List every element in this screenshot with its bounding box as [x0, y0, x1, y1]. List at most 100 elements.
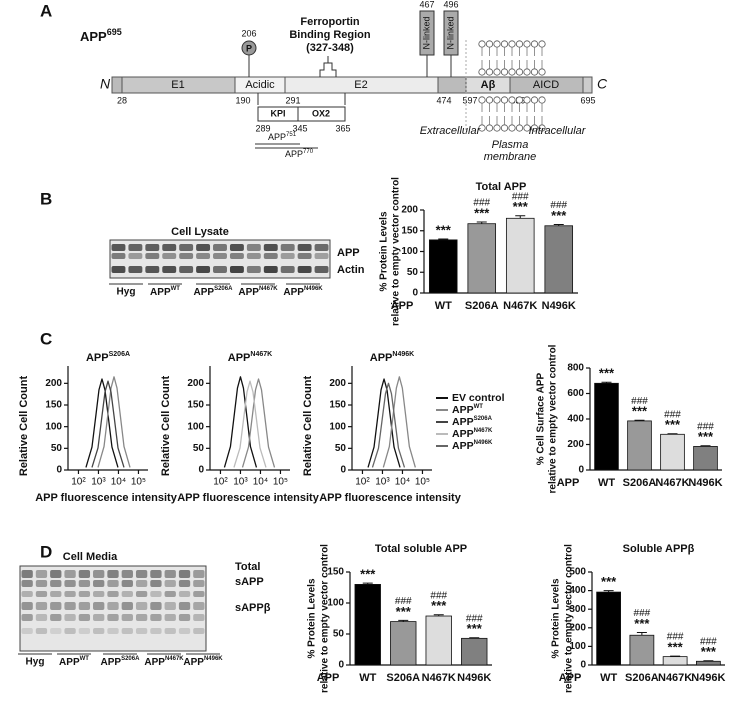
x-tick-label: S206A [625, 672, 659, 684]
error-bar [433, 614, 444, 617]
residue: 291 [285, 95, 300, 105]
insert-label: KPI [270, 108, 285, 118]
y-axis-label: Relative Cell Count [18, 376, 30, 477]
lane-label: Hyg [117, 287, 136, 298]
text: WT [474, 404, 484, 410]
membrane-side: Intracellular [529, 125, 587, 137]
bar [390, 621, 417, 666]
band [196, 244, 211, 251]
histogram-curve [233, 380, 267, 468]
y-tick-label: 100 [327, 598, 344, 609]
error-bar [601, 381, 612, 384]
text: APP [452, 440, 474, 452]
band [128, 253, 143, 259]
band [121, 570, 133, 578]
band [50, 602, 62, 610]
band [135, 628, 148, 634]
band [229, 244, 244, 251]
text: APP [370, 352, 393, 364]
insert-label: OX2 [312, 108, 330, 118]
band [213, 266, 227, 273]
y-tick-label: 100 [187, 421, 204, 432]
protein-diagram: APP695 N C E1 Acidic E2 Aβ AICD 28 190 2… [80, 0, 608, 163]
significance: ### [634, 608, 651, 619]
y-tick-label: 200 [569, 622, 586, 633]
x-tick-label: S206A [465, 300, 499, 312]
x-tick-label: 10⁴ [253, 477, 268, 488]
lipid-head [515, 68, 524, 76]
band [93, 580, 105, 587]
ferroportin-text: Binding Region [289, 29, 371, 41]
y-tick-label: 0 [198, 465, 204, 476]
band [111, 253, 126, 259]
band [145, 244, 160, 251]
lane-label: APPN467K [238, 286, 278, 298]
error-bar [700, 445, 711, 447]
bar [505, 217, 535, 294]
y-tick-label: 0 [56, 465, 62, 476]
text: N496K [204, 656, 223, 662]
band [150, 591, 162, 597]
y-tick-label: 150 [187, 400, 204, 411]
significance: ### [697, 421, 714, 432]
y-tick-label: 0 [340, 465, 346, 476]
text: APP [59, 657, 80, 668]
y-axis-label: Relative Cell Count [302, 376, 314, 477]
text: WT [171, 286, 181, 292]
x-tick-label: S206A [623, 477, 657, 489]
band [21, 614, 33, 621]
x-tick-label: 10² [355, 477, 370, 488]
lane-label: APPN496K [183, 656, 223, 668]
legend-label: APPS206A [452, 416, 493, 428]
residue: 190 [235, 95, 250, 105]
domain-label: Acidic [245, 79, 275, 91]
error-bar [703, 660, 714, 662]
band [213, 244, 227, 251]
x-axis-label: APP [317, 672, 340, 684]
membrane-label: membrane [484, 151, 537, 163]
band [314, 266, 329, 273]
glyco-label: N-linked [445, 16, 455, 49]
lipid-head [508, 40, 516, 48]
band [121, 602, 133, 610]
x-tick-label: 10⁵ [273, 477, 288, 488]
band [145, 266, 160, 273]
significance: *** [601, 574, 617, 589]
significance: *** [701, 644, 717, 659]
residue: 365 [335, 123, 350, 133]
phospho-site: 206 [241, 28, 256, 38]
text: APP [101, 657, 122, 668]
band [64, 628, 76, 634]
lipid-head [523, 96, 531, 104]
legend-label: APPN467K [452, 428, 493, 440]
y-tick-label: 150 [327, 567, 344, 578]
band [21, 628, 33, 634]
lipid-head [478, 40, 486, 48]
band [21, 580, 33, 587]
y-tick-label: 800 [567, 363, 584, 374]
band [93, 602, 105, 610]
band [93, 628, 105, 634]
error-bar [362, 582, 373, 585]
text: APP [86, 352, 109, 364]
lipid-head [538, 96, 546, 104]
band [150, 580, 162, 587]
band [164, 602, 176, 610]
legend-label: APPN496K [452, 440, 493, 452]
domain-box [111, 76, 123, 94]
y-tick-label: 150 [329, 400, 346, 411]
bar [354, 584, 381, 666]
band [246, 244, 261, 251]
band [263, 266, 278, 273]
y-tick-label: 0 [578, 465, 584, 476]
text: 695 [107, 27, 122, 37]
legend-label: APPWT [452, 404, 483, 416]
chart-title: APPN467K [228, 351, 272, 364]
band [121, 614, 133, 621]
y-tick-label: 100 [569, 641, 586, 652]
residue: 695 [580, 95, 595, 105]
band [35, 580, 48, 587]
band [50, 614, 62, 621]
band [164, 580, 176, 587]
x-tick-label: N467K [503, 300, 537, 312]
